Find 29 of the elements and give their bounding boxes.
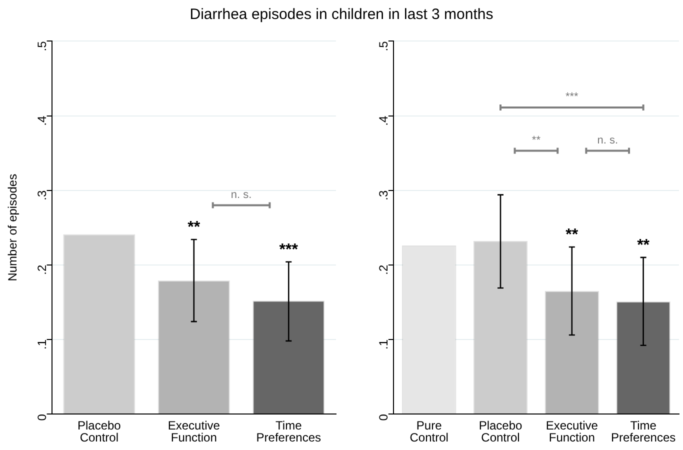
- y-tick-label: .5: [376, 40, 391, 52]
- annotation: n. s.: [597, 134, 618, 146]
- y-tick-label: .2: [35, 264, 50, 275]
- annotation: **: [566, 226, 579, 244]
- chart-title: Diarrhea episodes in children in last 3 months: [190, 6, 494, 23]
- y-axis-title: Number of episodes: [6, 174, 20, 282]
- x-tick-label: Placebo Control: [77, 418, 122, 444]
- y-tick-label: .2: [376, 264, 391, 275]
- x-tick-label: Pure Control: [410, 418, 448, 444]
- y-tick-label: .1: [35, 339, 50, 350]
- annotation: ***: [565, 91, 580, 104]
- y-tick-label: .3: [35, 190, 50, 200]
- y-tick-label: .3: [376, 190, 391, 200]
- x-tick-label: Time Preferences: [610, 418, 676, 444]
- x-tick-label: Time Preferences: [256, 418, 321, 444]
- annotation: ***: [279, 241, 299, 258]
- y-tick-label: .4: [35, 115, 50, 126]
- annotation: **: [637, 236, 650, 254]
- y-tick-label: 0: [35, 414, 50, 421]
- x-tick-label: Placebo Control: [478, 418, 523, 444]
- annotation: **: [532, 134, 542, 146]
- y-tick-label: .1: [376, 339, 391, 350]
- x-tick-label: Executive Function: [546, 418, 598, 444]
- y-tick-label: 0: [376, 414, 391, 421]
- y-tick-label: .4: [376, 115, 391, 126]
- x-tick-label: Executive Function: [168, 418, 220, 444]
- y-tick-label: .5: [35, 40, 50, 52]
- annotation: **: [188, 218, 201, 236]
- annotation: n. s.: [230, 188, 252, 201]
